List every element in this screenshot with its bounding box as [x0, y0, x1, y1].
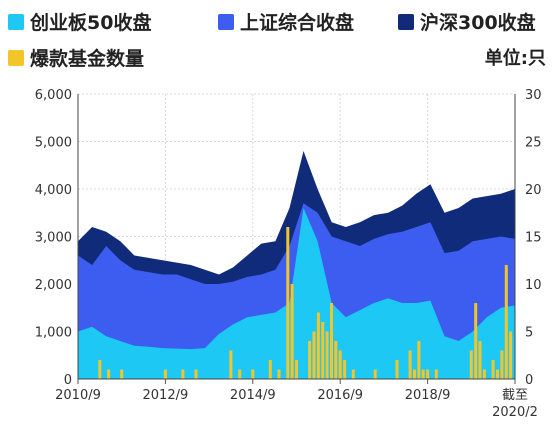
x-tick-label: 截至	[502, 388, 528, 403]
bar-fund-count	[491, 360, 495, 379]
x-tick-label: 2020/2	[492, 405, 538, 420]
legend-swatch	[218, 13, 234, 30]
legend-label: 沪深300收盘	[420, 12, 536, 34]
x-tick-label: 2016/9	[317, 388, 363, 403]
y-right-tick-label: 30	[525, 88, 542, 103]
y-left-tick-label: 4,000	[35, 183, 72, 198]
bar-fund-count	[478, 341, 482, 379]
legend-label: 创业板50收盘	[30, 12, 152, 34]
x-tick-label: 2014/9	[230, 388, 276, 403]
y-right-tick-label: 0	[525, 373, 533, 388]
bar-fund-count	[500, 350, 504, 379]
bar-fund-count	[509, 331, 513, 379]
bar-fund-count	[295, 360, 298, 379]
bar-fund-count	[417, 341, 421, 379]
bar-fund-count	[277, 369, 281, 379]
y-left-tick-label: 3,000	[35, 231, 72, 246]
bar-fund-count	[325, 331, 329, 379]
bar-fund-count	[107, 369, 111, 379]
bar-fund-count	[408, 350, 412, 379]
y-left-tick-label: 2,000	[35, 278, 72, 293]
x-tick-label: 2018/9	[405, 388, 451, 403]
y-left-tick-label: 1,000	[35, 326, 72, 341]
bar-fund-count	[194, 369, 198, 379]
bar-fund-count	[482, 369, 486, 379]
bar-fund-count	[181, 369, 185, 379]
y-left-tick-label: 6,000	[35, 88, 72, 103]
bar-fund-count	[434, 369, 438, 379]
bar-fund-count	[321, 322, 325, 379]
chart-legend: 创业板50收盘 上证综合收盘 沪深300收盘 爆款基金数量	[8, 6, 558, 71]
bar-fund-count	[316, 312, 320, 379]
bar-fund-count	[421, 369, 425, 379]
bar-fund-count	[312, 331, 316, 379]
legend-item-hit-funds: 爆款基金数量	[8, 44, 144, 71]
legend-swatch	[398, 13, 414, 30]
y-left-tick-label: 5,000	[35, 136, 72, 151]
bar-fund-count	[469, 350, 473, 379]
y-right-tick-label: 15	[525, 231, 542, 246]
y-right-tick-label: 10	[525, 278, 542, 293]
bar-fund-count	[163, 369, 167, 379]
bar-fund-count	[308, 341, 312, 379]
bar-fund-count	[504, 265, 508, 379]
bar-fund-count	[290, 284, 294, 379]
bar-fund-count	[373, 369, 377, 379]
y-left-tick-label: 0	[64, 373, 72, 388]
legend-swatch	[8, 13, 24, 30]
bar-fund-count	[395, 360, 399, 379]
bar-fund-count	[351, 369, 355, 379]
bar-fund-count	[286, 227, 290, 379]
bar-fund-count	[251, 369, 255, 379]
legend-swatch	[8, 49, 24, 66]
y-right-tick-label: 20	[525, 183, 542, 198]
bar-fund-count	[474, 303, 478, 379]
bar-fund-count	[496, 369, 499, 379]
bar-fund-count	[238, 369, 242, 379]
x-tick-label: 2012/9	[143, 388, 189, 403]
legend-item-sse: 上证综合收盘	[218, 8, 354, 35]
unit-label: 单位:只	[484, 48, 546, 69]
y-right-tick-label: 25	[525, 136, 542, 151]
x-tick-label: 2010/9	[55, 388, 101, 403]
area-series	[78, 208, 515, 379]
bar-fund-count	[413, 369, 416, 379]
legend-label: 爆款基金数量	[30, 48, 145, 70]
bar-fund-count	[343, 360, 347, 379]
bar-fund-count	[334, 341, 338, 379]
legend-item-csi300: 沪深300收盘	[398, 8, 536, 35]
bar-fund-count	[426, 369, 430, 379]
legend-item-chinext50: 创业板50收盘	[8, 8, 151, 35]
bar-fund-count	[98, 360, 102, 379]
bar-fund-count	[120, 369, 124, 379]
bar-fund-count	[229, 350, 233, 379]
bar-fund-count	[330, 303, 333, 379]
y-right-tick-label: 5	[525, 326, 533, 341]
bar-fund-count	[338, 350, 342, 379]
legend-label: 上证综合收盘	[240, 12, 355, 34]
bar-fund-count	[268, 360, 272, 379]
